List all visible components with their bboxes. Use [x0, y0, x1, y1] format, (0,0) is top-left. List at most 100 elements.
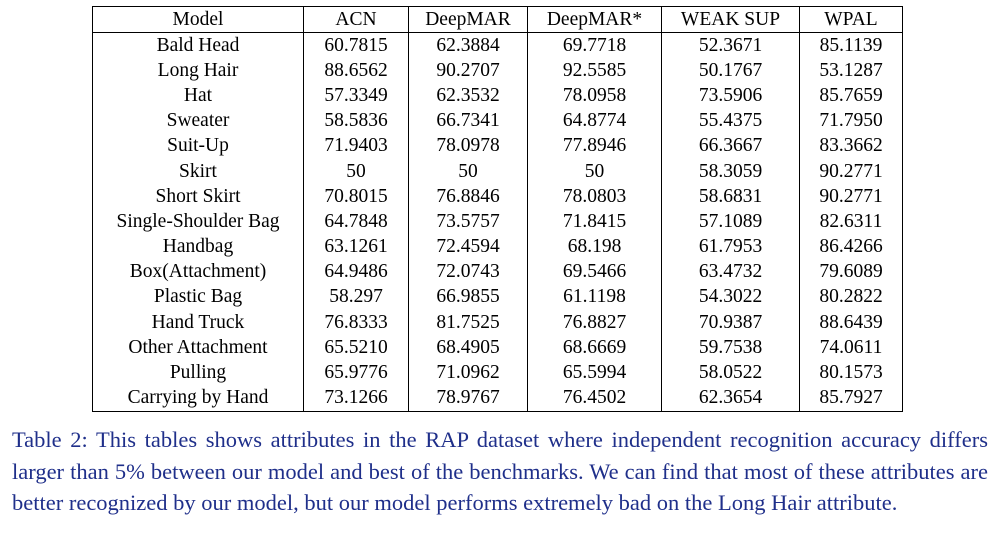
- cell-deepmar: 90.2707: [408, 58, 528, 84]
- table-row: Hat 57.3349 62.3532 78.0958 73.5906 85.7659: [92, 83, 903, 109]
- cell-deepmar-star: 78.0803: [527, 184, 662, 210]
- cell-weak-sup: 70.9387: [661, 310, 800, 336]
- cell-deepmar: 81.7525: [408, 310, 528, 336]
- cell-weak-sup: 58.6831: [661, 184, 800, 210]
- cell-weak-sup: 52.3671: [661, 32, 800, 59]
- cell-attribute: Box(Attachment): [92, 259, 304, 285]
- table-row: Skirt 50 50 50 58.3059 90.2771: [92, 158, 903, 185]
- table-row: Plastic Bag 58.297 66.9855 61.1198 54.3022 80…: [92, 284, 903, 311]
- cell-deepmar: 72.4594: [408, 234, 528, 260]
- cell-acn: 71.9403: [303, 133, 409, 159]
- cell-deepmar-star: 61.1198: [527, 284, 662, 311]
- cell-weak-sup: 73.5906: [661, 83, 800, 109]
- cell-deepmar-star: 71.8415: [527, 209, 662, 235]
- cell-weak-sup: 55.4375: [661, 108, 800, 134]
- cell-attribute: Bald Head: [92, 32, 304, 59]
- cell-acn: 50: [303, 158, 409, 185]
- cell-wpal: 83.3662: [799, 133, 903, 159]
- cell-weak-sup: 63.4732: [661, 259, 800, 285]
- cell-acn: 64.7848: [303, 209, 409, 235]
- cell-attribute: Long Hair: [92, 58, 304, 84]
- table-row: Hand Truck 76.8333 81.7525 76.8827 70.9387 88…: [92, 310, 903, 336]
- cell-attribute: Skirt: [92, 158, 304, 185]
- table-row: Box(Attachment) 64.9486 72.0743 69.5466 63.4…: [92, 259, 903, 285]
- cell-attribute: Plastic Bag: [92, 284, 304, 311]
- table-row: Suit-Up 71.9403 78.0978 77.8946 66.3667 83.36…: [92, 133, 903, 159]
- cell-weak-sup: 54.3022: [661, 284, 800, 311]
- cell-acn: 58.5836: [303, 108, 409, 134]
- cell-wpal: 85.7659: [799, 83, 903, 109]
- cell-deepmar: 78.9767: [408, 385, 528, 412]
- table-row: Single-Shoulder Bag 64.7848 73.5757 71.8415…: [92, 209, 903, 235]
- cell-deepmar: 76.8846: [408, 184, 528, 210]
- cell-acn: 88.6562: [303, 58, 409, 84]
- cell-wpal: 71.7950: [799, 108, 903, 134]
- cell-deepmar: 71.0962: [408, 360, 528, 386]
- cell-weak-sup: 62.3654: [661, 385, 800, 412]
- table-row: Short Skirt 70.8015 76.8846 78.0803 58.6831 9…: [92, 184, 903, 210]
- cell-wpal: 82.6311: [799, 209, 903, 235]
- cell-weak-sup: 59.7538: [661, 335, 800, 361]
- cell-wpal: 74.0611: [799, 335, 903, 361]
- table-row: Pulling 65.9776 71.0962 65.5994 58.0522 80.15…: [92, 360, 903, 386]
- table-caption: Table 2: This tables shows attributes in…: [12, 427, 988, 515]
- header-model: Model: [92, 6, 304, 33]
- cell-wpal: 53.1287: [799, 58, 903, 84]
- cell-deepmar-star: 50: [527, 158, 662, 185]
- cell-acn: 65.5210: [303, 335, 409, 361]
- cell-weak-sup: 50.1767: [661, 58, 800, 84]
- cell-weak-sup: 58.3059: [661, 158, 800, 185]
- results-table: Model ACN DeepMAR DeepMAR* WEAK SUP WPAL…: [92, 6, 903, 412]
- cell-deepmar: 62.3532: [408, 83, 528, 109]
- table-row: Carrying by Hand 73.1266 78.9767 76.4502 62.…: [92, 385, 903, 412]
- cell-attribute: Short Skirt: [92, 184, 304, 210]
- cell-acn: 64.9486: [303, 259, 409, 285]
- cell-wpal: 90.2771: [799, 158, 903, 185]
- cell-attribute: Hand Truck: [92, 310, 304, 336]
- header-deepmar: DeepMAR: [408, 6, 528, 33]
- cell-deepmar: 78.0978: [408, 133, 528, 159]
- cell-deepmar-star: 68.6669: [527, 335, 662, 361]
- cell-weak-sup: 58.0522: [661, 360, 800, 386]
- cell-attribute: Sweater: [92, 108, 304, 134]
- cell-wpal: 88.6439: [799, 310, 903, 336]
- cell-acn: 57.3349: [303, 83, 409, 109]
- cell-deepmar-star: 76.4502: [527, 385, 662, 412]
- header-weak-sup: WEAK SUP: [661, 6, 800, 33]
- cell-deepmar: 66.9855: [408, 284, 528, 311]
- table-row: Bald Head 60.7815 62.3884 69.7718 52.3671 85.…: [92, 32, 903, 59]
- cell-wpal: 80.2822: [799, 284, 903, 311]
- header-acn: ACN: [303, 6, 409, 33]
- cell-wpal: 85.1139: [799, 32, 903, 59]
- cell-attribute: Other Attachment: [92, 335, 304, 361]
- table-body: Bald Head 60.7815 62.3884 69.7718 52.3671 85.…: [92, 32, 903, 412]
- cell-deepmar: 62.3884: [408, 32, 528, 59]
- table-header: Model ACN DeepMAR DeepMAR* WEAK SUP WPAL: [92, 6, 903, 33]
- cell-deepmar: 72.0743: [408, 259, 528, 285]
- cell-wpal: 80.1573: [799, 360, 903, 386]
- cell-deepmar-star: 69.5466: [527, 259, 662, 285]
- cell-attribute: Pulling: [92, 360, 304, 386]
- cell-wpal: 79.6089: [799, 259, 903, 285]
- cell-attribute: Suit-Up: [92, 133, 304, 159]
- cell-acn: 70.8015: [303, 184, 409, 210]
- cell-weak-sup: 66.3667: [661, 133, 800, 159]
- cell-deepmar-star: 76.8827: [527, 310, 662, 336]
- cell-acn: 76.8333: [303, 310, 409, 336]
- cell-deepmar-star: 92.5585: [527, 58, 662, 84]
- cell-deepmar: 66.7341: [408, 108, 528, 134]
- cell-acn: 65.9776: [303, 360, 409, 386]
- cell-attribute: Single-Shoulder Bag: [92, 209, 304, 235]
- table-row: Long Hair 88.6562 90.2707 92.5585 50.1767 53.…: [92, 58, 903, 84]
- cell-acn: 60.7815: [303, 32, 409, 59]
- cell-deepmar-star: 64.8774: [527, 108, 662, 134]
- cell-weak-sup: 57.1089: [661, 209, 800, 235]
- table-row: Sweater 58.5836 66.7341 64.8774 55.4375 71.79…: [92, 108, 903, 134]
- cell-wpal: 86.4266: [799, 234, 903, 260]
- cell-acn: 73.1266: [303, 385, 409, 412]
- cell-attribute: Carrying by Hand: [92, 385, 304, 412]
- cell-deepmar-star: 65.5994: [527, 360, 662, 386]
- cell-weak-sup: 61.7953: [661, 234, 800, 260]
- cell-deepmar-star: 77.8946: [527, 133, 662, 159]
- cell-wpal: 85.7927: [799, 385, 903, 412]
